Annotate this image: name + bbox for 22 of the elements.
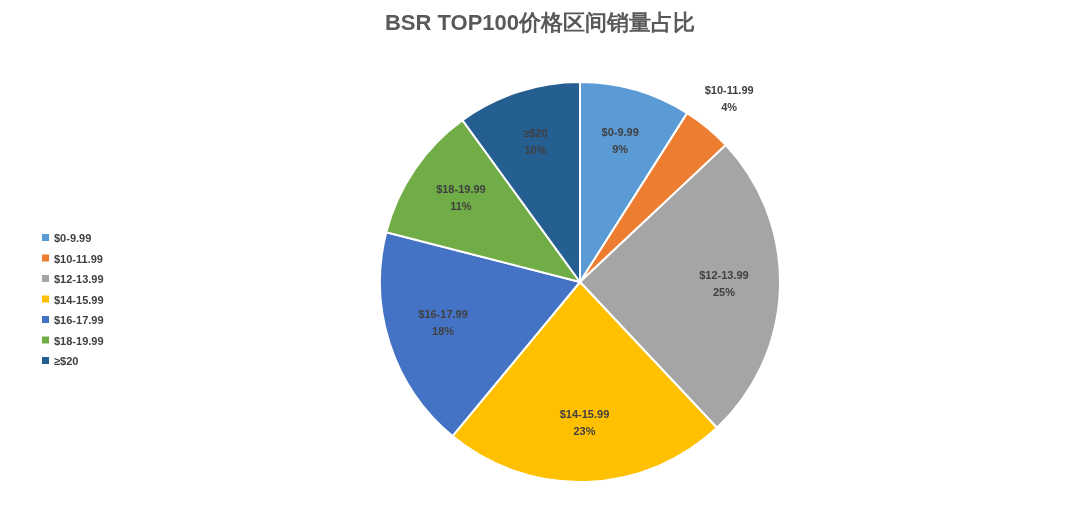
slice-label: $0-9.99 [601, 125, 639, 138]
data-label: 4% [721, 100, 738, 113]
data-label: 10% [524, 144, 547, 157]
data-label: 9% [612, 142, 629, 155]
slice-label: $16-17.99 [418, 308, 468, 321]
data-label: 18% [432, 325, 455, 338]
legend-label: $16-17.99 [54, 314, 104, 326]
data-label: 23% [573, 424, 596, 437]
slice-label: $18-19.99 [436, 183, 486, 196]
legend-label: $18-19.99 [54, 334, 104, 347]
data-label: 25% [712, 285, 736, 298]
legend-label: ≥$20 [54, 355, 79, 367]
slice-label: $12-13.99 [699, 268, 749, 281]
slice-label: ≥$20 [523, 127, 548, 140]
chart-title: BSR TOP100价格区间销量占比 [384, 10, 696, 35]
legend-label: $10-11.99 [54, 252, 103, 265]
legend-label: $12-13.99 [54, 273, 104, 285]
legend-label: $0-9.99 [54, 232, 92, 244]
slice-label: $14-15.99 [559, 407, 610, 420]
slice-label: $10-11.99 [704, 83, 754, 96]
legend-label: $14-15.99 [54, 293, 104, 306]
data-label: 11% [450, 200, 472, 213]
